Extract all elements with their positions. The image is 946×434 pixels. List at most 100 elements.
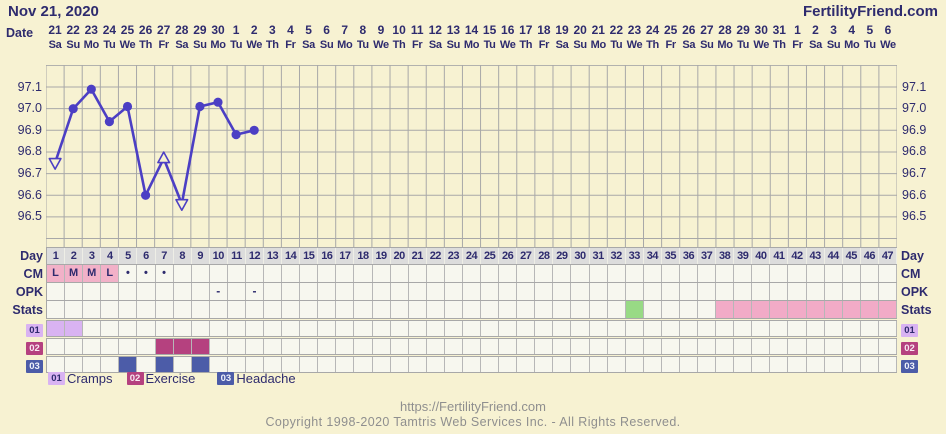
stats-cell[interactable] (698, 301, 717, 318)
opk-cell[interactable] (878, 283, 897, 300)
day-cell[interactable]: 41 (770, 248, 789, 264)
symptom-cell[interactable] (517, 357, 536, 372)
opk-cell[interactable] (264, 283, 283, 300)
symptom-cell[interactable] (661, 339, 680, 354)
symptom-cell[interactable] (462, 321, 482, 336)
symptom-cell[interactable] (499, 357, 518, 372)
cm-cell[interactable] (535, 265, 554, 282)
symptom-cell[interactable] (481, 357, 500, 372)
brand-link[interactable]: FertilityFriend.com (802, 3, 938, 20)
symptom-cell[interactable] (553, 321, 572, 336)
stats-cell[interactable] (155, 301, 174, 318)
opk-cell[interactable] (354, 283, 373, 300)
cm-cell[interactable] (408, 265, 427, 282)
stats-cell[interactable] (209, 301, 228, 318)
symptom-cell[interactable] (227, 339, 246, 354)
cm-cell[interactable] (571, 265, 590, 282)
symptom-cell[interactable] (101, 321, 120, 336)
cm-cell[interactable] (245, 265, 265, 282)
symptom-cell[interactable] (191, 357, 210, 372)
symptom-cell[interactable] (209, 357, 228, 372)
symptom-cell[interactable] (806, 357, 825, 372)
day-cell[interactable]: 12 (245, 248, 265, 264)
symptom-cell[interactable] (372, 339, 391, 354)
symptom-cell[interactable] (300, 357, 319, 372)
opk-cell[interactable] (462, 283, 482, 300)
symptom-cell[interactable] (65, 357, 84, 372)
symptom-cell[interactable] (698, 339, 717, 354)
symptom-cell[interactable] (227, 321, 246, 336)
day-cell[interactable]: 7 (155, 248, 174, 264)
symptom-cell[interactable] (698, 357, 717, 372)
stats-cell[interactable] (119, 301, 138, 318)
symptom-cell[interactable] (300, 321, 319, 336)
symptom-cell[interactable] (589, 339, 608, 354)
stats-cell[interactable] (643, 301, 662, 318)
day-cell[interactable]: 45 (842, 248, 861, 264)
day-cell[interactable]: 8 (173, 248, 192, 264)
opk-cell[interactable] (553, 283, 572, 300)
stats-cell[interactable] (408, 301, 427, 318)
symptom-cell[interactable] (101, 339, 120, 354)
symptom-cell[interactable] (788, 339, 807, 354)
symptom-cell[interactable] (119, 339, 138, 354)
symptom-cell[interactable] (607, 339, 626, 354)
day-cell[interactable]: 5 (119, 248, 138, 264)
cm-cell[interactable] (300, 265, 319, 282)
day-cell[interactable]: 37 (698, 248, 717, 264)
symptom-cell[interactable] (842, 321, 861, 336)
symptom-cell[interactable] (571, 339, 590, 354)
symptom-cell[interactable] (788, 321, 807, 336)
symptom-cell[interactable] (390, 321, 409, 336)
opk-cell[interactable] (770, 283, 789, 300)
symptom-cell[interactable] (679, 339, 699, 354)
day-cell[interactable]: 13 (264, 248, 283, 264)
cm-cell[interactable] (878, 265, 897, 282)
day-cell[interactable]: 14 (282, 248, 301, 264)
symptom-cell[interactable] (716, 357, 735, 372)
day-cell[interactable]: 20 (390, 248, 409, 264)
opk-cell[interactable]: - (209, 283, 228, 300)
stats-cell[interactable] (390, 301, 409, 318)
day-cell[interactable]: 24 (462, 248, 482, 264)
symptom-cell[interactable] (155, 339, 174, 354)
opk-cell[interactable]: - (245, 283, 265, 300)
stats-cell[interactable] (318, 301, 337, 318)
cm-cell[interactable]: L (101, 265, 120, 282)
symptom-cell[interactable] (553, 339, 572, 354)
symptom-cell[interactable] (462, 357, 482, 372)
symptom-cell[interactable] (318, 339, 337, 354)
day-cell[interactable]: 36 (679, 248, 699, 264)
day-cell[interactable]: 16 (318, 248, 337, 264)
symptom-cell[interactable] (752, 357, 771, 372)
day-cell[interactable]: 47 (878, 248, 897, 264)
symptom-cell[interactable] (264, 321, 283, 336)
symptom-cell[interactable] (625, 321, 644, 336)
symptom-cell[interactable] (372, 321, 391, 336)
symptom-cell[interactable] (354, 339, 373, 354)
cm-cell[interactable] (788, 265, 807, 282)
day-cell[interactable]: 35 (661, 248, 680, 264)
stats-cell[interactable] (300, 301, 319, 318)
symptom-cell[interactable] (679, 321, 699, 336)
opk-cell[interactable] (300, 283, 319, 300)
symptom-cell[interactable] (824, 357, 843, 372)
opk-cell[interactable] (698, 283, 717, 300)
symptom-cell[interactable] (535, 357, 554, 372)
opk-cell[interactable] (137, 283, 156, 300)
symptom-cell[interactable] (426, 339, 445, 354)
symptom-cell[interactable] (155, 357, 174, 372)
stats-cell[interactable] (752, 301, 771, 318)
symptom-cell[interactable] (607, 357, 626, 372)
opk-cell[interactable] (444, 283, 463, 300)
symptom-cell[interactable] (318, 321, 337, 336)
symptom-cell[interactable] (481, 321, 500, 336)
symptom-cell[interactable] (191, 339, 210, 354)
symptom-cell[interactable] (553, 357, 572, 372)
opk-cell[interactable] (607, 283, 626, 300)
day-cell[interactable]: 17 (336, 248, 355, 264)
symptom-cell[interactable] (499, 339, 518, 354)
symptom-cell[interactable] (698, 321, 717, 336)
symptom-cell[interactable] (860, 357, 879, 372)
symptom-cell[interactable] (643, 321, 662, 336)
